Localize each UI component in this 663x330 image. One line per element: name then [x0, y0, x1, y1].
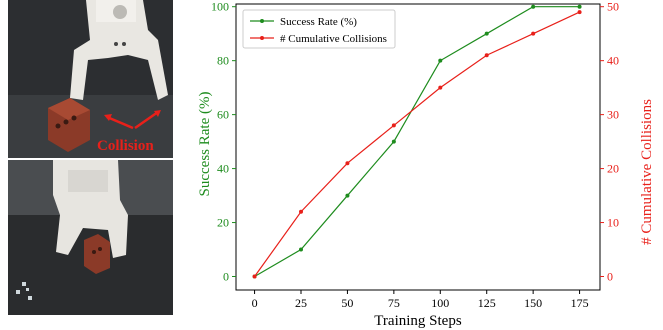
- collision-photo-drawing: Collision: [8, 0, 173, 158]
- collision-photo: Collision: [8, 0, 173, 158]
- success-rate-point: [438, 58, 443, 63]
- success-rate-point: [484, 31, 489, 36]
- collisions-point: [438, 85, 443, 90]
- collisions-point: [391, 123, 396, 128]
- legend-marker-collisions: [260, 36, 264, 40]
- collisions-point: [577, 10, 582, 15]
- y-tick-label: 60: [217, 108, 229, 122]
- collisions-line: [254, 11, 580, 277]
- collisions-point: [299, 209, 303, 214]
- y-tick-label: 0: [223, 270, 229, 284]
- axes-frame: [232, 3, 604, 294]
- y-tick-label: 80: [217, 54, 229, 68]
- x-tick-label: 0: [252, 296, 258, 310]
- collision-label: Collision: [97, 138, 154, 154]
- collisions-point: [345, 161, 350, 166]
- y2-tick-label: 10: [607, 216, 619, 230]
- success-rate-point: [299, 247, 303, 252]
- y2-tick-label: 0: [607, 270, 613, 284]
- grasp-photo-drawing: [8, 160, 173, 315]
- legend-marker-success: [260, 19, 264, 23]
- y2-axis-title: # Cumulative Collisions: [639, 99, 655, 245]
- y-axis-title: Success Rate (%): [197, 92, 213, 197]
- success-rate-point: [577, 4, 582, 9]
- y-tick-label: 40: [217, 162, 229, 176]
- success-rate-point: [391, 139, 396, 144]
- legend: Success Rate (%) # Cumulative Collisions: [242, 9, 396, 49]
- collisions-point: [531, 31, 536, 36]
- x-tick-label: 125: [478, 296, 496, 310]
- grasp-photo: [8, 160, 173, 315]
- tick-labels: 0 25 50 75 100 125 150 175 0 20 40 60 80 100 0 10 20 30 40…: [211, 0, 619, 310]
- y2-tick-label: 30: [607, 108, 619, 122]
- collisions-point: [252, 274, 257, 279]
- chart-marks: [252, 4, 582, 279]
- x-tick-label: 50: [341, 296, 353, 310]
- y2-tick-label: 50: [607, 0, 619, 14]
- success-rate-point: [345, 193, 350, 198]
- y-tick-label: 20: [217, 216, 229, 230]
- x-axis-title: Training Steps: [374, 313, 462, 329]
- collisions-point: [484, 53, 489, 58]
- plot-frame: [235, 3, 601, 291]
- x-tick-label: 25: [295, 296, 307, 310]
- success-rate-line: [254, 6, 580, 278]
- success-rate-point: [531, 4, 536, 9]
- legend-label-success: Success Rate (%): [280, 16, 357, 28]
- x-tick-label: 75: [388, 296, 400, 310]
- y-tick-label: 100: [211, 0, 229, 14]
- y2-tick-label: 20: [607, 162, 619, 176]
- x-tick-label: 150: [524, 296, 542, 310]
- legend-label-collisions: # Cumulative Collisions: [280, 33, 387, 45]
- y2-tick-label: 40: [607, 54, 619, 68]
- x-tick-label: 100: [431, 296, 449, 310]
- x-tick-label: 175: [571, 296, 589, 310]
